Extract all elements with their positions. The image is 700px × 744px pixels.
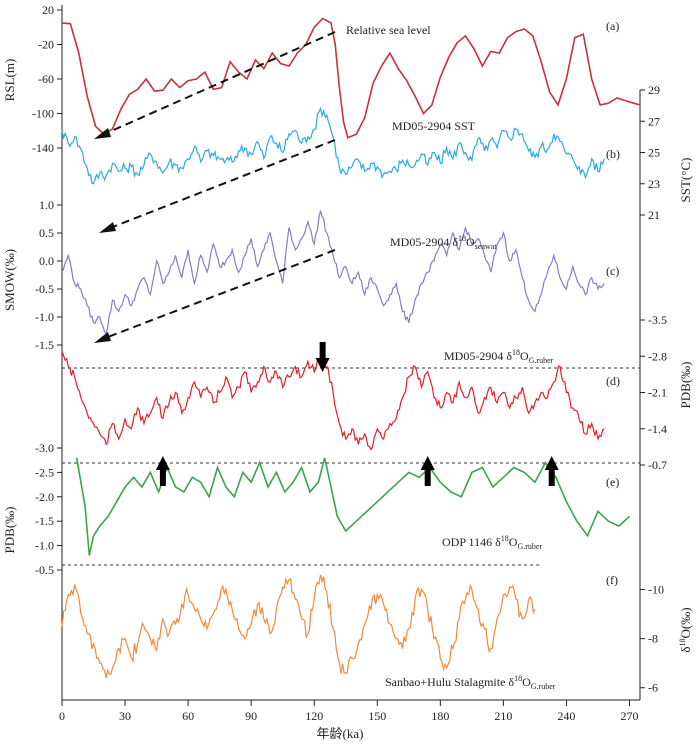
xtick-label-4: 120 (305, 709, 323, 723)
series-layer (61, 17, 641, 679)
ytick-label-a-3: -100 (32, 107, 54, 121)
series-label-e-name: ODP 1146 (442, 535, 492, 549)
up-arrow-2 (544, 456, 559, 486)
ytick-label-a-0: 20 (42, 3, 54, 17)
trend-arrow-a (99, 31, 336, 137)
panel-tag-a: (a) (606, 19, 619, 33)
series-label-d-name: MD05-2904 (444, 349, 503, 363)
xtick-label-2: 60 (182, 709, 194, 723)
panel-tag-c: (c) (606, 264, 619, 278)
series-line-e (75, 457, 631, 556)
series-label-c-name: MD05-2904 (390, 235, 449, 249)
trend-arrow-b-head (99, 222, 116, 233)
series-line-c (61, 210, 605, 336)
series-label-f: Sanbao+Hulu Stalagmite δ18OG.ruber (385, 674, 556, 691)
ylabel-a: RSL(m) (2, 59, 17, 102)
ytick-label-c-3: -0.5 (35, 282, 54, 296)
ylabel-e: PDB(‰) (2, 507, 17, 554)
ytick-label-b-0: 29 (648, 83, 660, 97)
ytick-label-d-4: -0.7 (648, 458, 667, 472)
ytick-label-b-1: 27 (648, 114, 660, 128)
xtick-label-7: 210 (494, 709, 512, 723)
dashed-reference-lines (62, 367, 640, 566)
ytick-label-c-4: -1.0 (35, 310, 54, 324)
ytick-label-e-2: -2.0 (35, 490, 54, 504)
ytick-label-b-2: 25 (648, 146, 660, 160)
ytick-label-e-1: -2.5 (35, 465, 54, 479)
xtick-label-1: 30 (119, 709, 131, 723)
panel-tag-e: (e) (606, 475, 619, 489)
xtick-label-6: 180 (431, 709, 449, 723)
ytick-label-c-1: 0.5 (39, 226, 54, 240)
ytick-label-f-1: -10 (648, 583, 664, 597)
ylabel-b: SST(°C) (678, 158, 693, 203)
panel-tag-d: (d) (606, 374, 620, 388)
trend-arrows (94, 31, 336, 343)
trend-arrow-c-head (94, 332, 111, 343)
ytick-label-a-1: -20 (38, 38, 54, 52)
series-line-a (61, 17, 641, 139)
series-line-f (61, 574, 536, 679)
xtick-label-3: 90 (245, 709, 257, 723)
ytick-label-b-4: 21 (648, 208, 660, 222)
ytick-label-c-0: 1.0 (39, 198, 54, 212)
xtick-label-9: 270 (620, 709, 638, 723)
ytick-label-d-2: -2.1 (648, 386, 667, 400)
xtick-label-8: 240 (557, 709, 575, 723)
series-label-a: Relative sea level (346, 23, 431, 37)
xtick-label-0: 0 (59, 709, 65, 723)
trend-arrow-c (99, 249, 336, 341)
series-label-b: MD05-2904 SST (392, 119, 476, 133)
ylabel-d: PDB(‰) (678, 362, 693, 409)
ylabel-c: SMOW(‰) (2, 249, 17, 311)
event-arrows (155, 342, 559, 486)
ytick-label-d-1: -2.8 (648, 349, 667, 363)
ylabel-f: δ18O(‰) (678, 607, 693, 652)
series-label-c: MD05-2904 δ18Oseawat (390, 234, 497, 251)
series-label-e: ODP 1146 δ18OG.ruber (442, 534, 542, 551)
ytick-label-e-3: -1.5 (35, 514, 54, 528)
series-label-f-name: Sanbao+Hulu Stalagmite (385, 675, 505, 689)
trend-arrow-b (104, 139, 336, 231)
ytick-label-c-2: 0.0 (39, 254, 54, 268)
ytick-label-d-0: -3.5 (648, 313, 667, 327)
panel-tag-f: (f) (606, 573, 618, 587)
up-arrow-1 (420, 456, 435, 486)
up-arrow-0 (155, 456, 170, 486)
ytick-label-b-3: 23 (648, 177, 660, 191)
ytick-label-a-4: -140 (32, 141, 54, 155)
ytick-label-f-2: -8 (648, 632, 658, 646)
ticks-layer: 20-20-60-100-14029272523211.00.50.0-0.5-… (32, 3, 667, 723)
ytick-label-d-3: -1.4 (648, 422, 667, 436)
ytick-label-a-2: -60 (38, 72, 54, 86)
series-label-d: MD05-2904 δ18OG.ruber (444, 348, 554, 365)
ytick-label-e-0: -3.0 (35, 441, 54, 455)
ytick-label-e-5: -0.5 (35, 563, 54, 577)
ytick-label-e-4: -1.0 (35, 539, 54, 553)
series-line-b (61, 106, 605, 185)
ytick-label-c-5: -1.5 (35, 338, 54, 352)
trend-arrow-a-head (94, 128, 111, 139)
panel-tag-b: (b) (606, 147, 620, 161)
xtick-label-5: 150 (368, 709, 386, 723)
series-line-d (61, 350, 605, 451)
down-arrow-0 (315, 342, 330, 372)
ytick-label-f-3: -6 (648, 681, 658, 695)
x-axis-label: 年龄(ka) (317, 726, 364, 741)
